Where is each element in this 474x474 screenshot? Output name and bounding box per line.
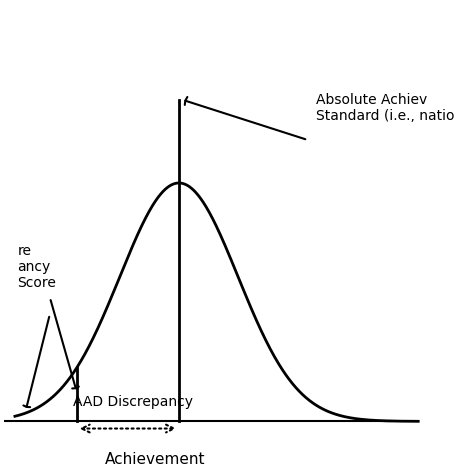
Text: Absolute Achiev
Standard (i.e., natio: Absolute Achiev Standard (i.e., natio <box>316 93 455 123</box>
Text: re
ancy
Score: re ancy Score <box>18 244 56 290</box>
Text: Achievement: Achievement <box>104 452 205 467</box>
Text: AAD Discrepancy: AAD Discrepancy <box>73 395 193 410</box>
